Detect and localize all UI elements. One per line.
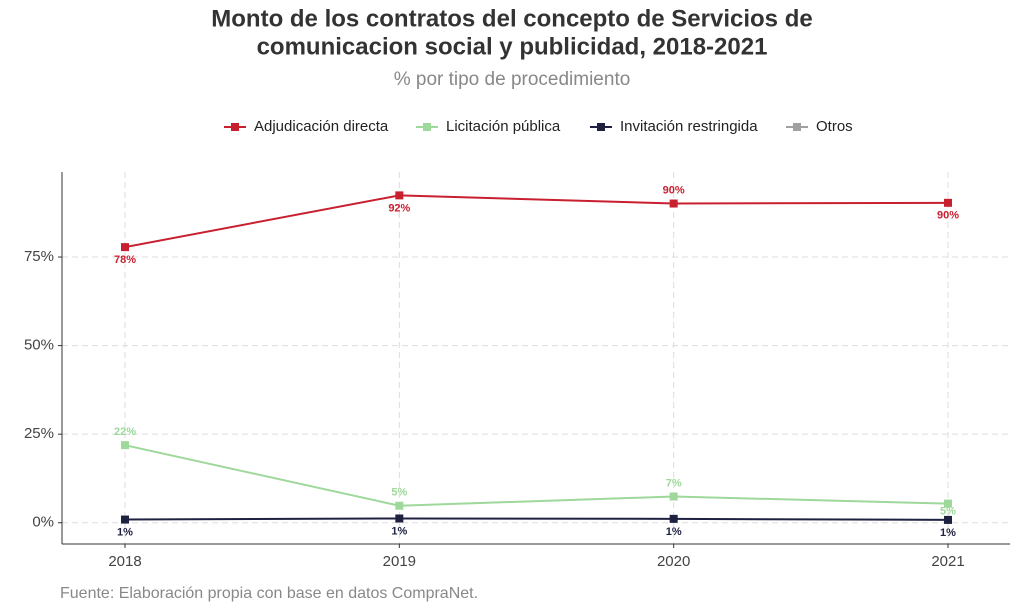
- y-tick-label: 0%: [32, 514, 54, 531]
- data-label: 1%: [391, 525, 407, 537]
- data-label: 22%: [114, 426, 136, 438]
- data-label: 78%: [114, 254, 136, 266]
- y-tick-label: 50%: [24, 337, 54, 354]
- data-label: 5%: [940, 505, 956, 517]
- legend-marker: [231, 123, 239, 131]
- point: [944, 515, 952, 524]
- data-label: 90%: [937, 210, 959, 222]
- point: [669, 199, 678, 208]
- point: [121, 515, 129, 524]
- legend-marker: [423, 123, 431, 131]
- x-tick-label: 2018: [108, 553, 141, 570]
- x-tick-label: 2020: [657, 553, 690, 570]
- x-tick-label: 2021: [931, 553, 964, 570]
- legend-label: Licitación pública: [446, 118, 561, 135]
- data-label: 92%: [388, 202, 410, 214]
- chart-title: Monto de los contratos del concepto de S…: [211, 5, 812, 32]
- legend-marker: [597, 123, 605, 131]
- point: [121, 243, 129, 252]
- point: [944, 499, 952, 508]
- data-label: 7%: [666, 477, 682, 489]
- legend-label: Adjudicación directa: [254, 118, 389, 135]
- series-line: [124, 194, 949, 249]
- y-tick-label: 75%: [24, 248, 54, 265]
- point: [395, 514, 404, 523]
- point: [395, 501, 404, 510]
- x-tick-label: 2019: [383, 553, 416, 570]
- point: [669, 492, 678, 501]
- legend-label: Otros: [816, 118, 853, 135]
- series-line: [124, 517, 949, 521]
- chart-title: comunicacion social y publicidad, 2018-2…: [257, 33, 768, 60]
- point: [121, 441, 129, 450]
- caption: Fuente: Elaboración propia con base en d…: [60, 585, 478, 602]
- data-label: 90%: [663, 184, 685, 196]
- point: [669, 514, 678, 523]
- point: [395, 191, 404, 200]
- legend-label: Invitación restringida: [620, 118, 758, 135]
- data-label: 5%: [391, 487, 407, 499]
- y-tick-label: 25%: [24, 425, 54, 442]
- legend-marker: [793, 123, 801, 131]
- data-label: 1%: [666, 526, 682, 538]
- chart-subtitle: % por tipo de procedimiento: [394, 69, 631, 90]
- point: [944, 198, 952, 207]
- data-label: 1%: [940, 527, 956, 539]
- data-label: 1%: [117, 526, 133, 538]
- series-line: [124, 444, 949, 507]
